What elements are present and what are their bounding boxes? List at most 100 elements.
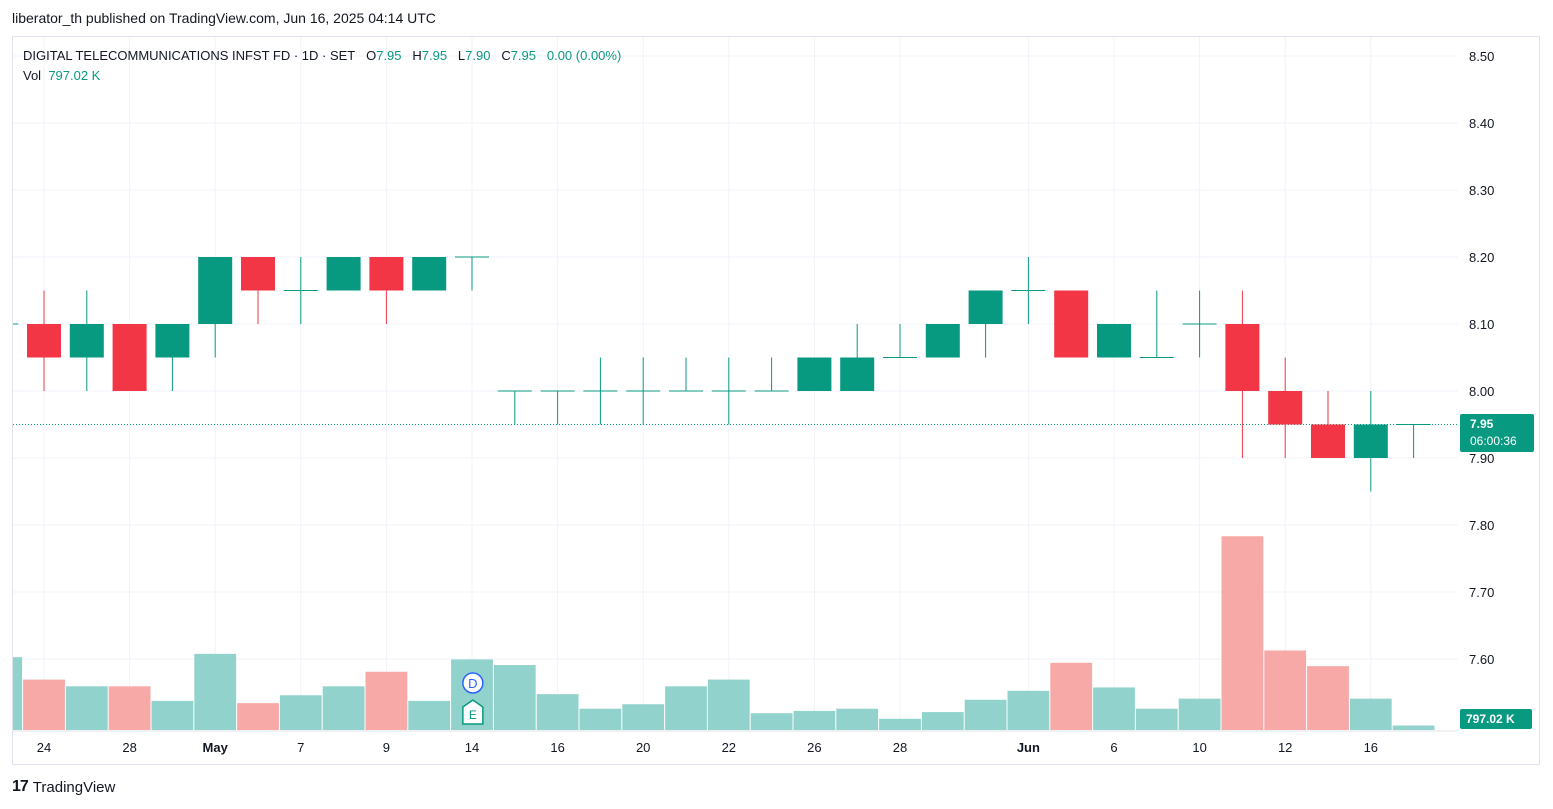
volume-bar — [622, 704, 665, 730]
earnings-letter: E — [469, 708, 477, 722]
published-header: liberator_th published on TradingView.co… — [12, 10, 436, 26]
price-tick-label: 8.40 — [1469, 116, 1494, 131]
volume-label: Vol — [23, 68, 42, 83]
volume-bar — [1178, 698, 1221, 730]
candle-body — [1268, 391, 1303, 425]
change-value: 0.00 (0.00%) — [546, 48, 622, 63]
dividend-circle — [462, 672, 484, 694]
brand-name: TradingView — [32, 778, 116, 796]
time-tick-label: 20 — [636, 740, 650, 755]
open-label: O — [366, 48, 377, 63]
volume-bar — [793, 710, 836, 730]
price-axis[interactable]: 8.50 8.40 8.30 8.20 8.10 8.00 7.90 7.80 7.70 7.60 — [1469, 49, 1494, 667]
high-label: H — [412, 48, 422, 63]
time-tick-label: 14 — [465, 740, 479, 755]
chart-legend: DIGITAL TELECOMMUNICATIONS INFST FD · 1D… — [23, 46, 621, 86]
time-tick-label: 6 — [1110, 740, 1117, 755]
candle-body — [27, 324, 61, 358]
candle-body — [198, 257, 233, 324]
price-tick-label: 7.60 — [1469, 652, 1494, 667]
volume-bar — [322, 686, 365, 730]
time-tick-label: May — [203, 740, 229, 755]
high-value: 7.95 — [421, 48, 448, 63]
volume-bar — [237, 703, 279, 730]
low-value: 7.90 — [465, 48, 491, 63]
tradingview-logo-icon: 17 — [12, 778, 29, 795]
candle-body — [155, 324, 190, 358]
price-tick-label: 8.00 — [1469, 384, 1494, 399]
low-label: L — [457, 48, 466, 63]
volume-bar — [408, 700, 451, 730]
volume-bar — [836, 708, 879, 730]
symbol-name[interactable]: DIGITAL TELECOMMUNICATIONS INFST FD · 1D… — [23, 48, 356, 63]
price-tick-label: 8.10 — [1469, 317, 1494, 332]
volume-value: 797.02 K — [48, 68, 101, 83]
open-value: 7.95 — [376, 48, 402, 63]
volume-bar — [750, 713, 793, 730]
ohlc-line: DIGITAL TELECOMMUNICATIONS INFST FD · 1D… — [23, 46, 621, 66]
event-markers: DE — [462, 672, 484, 725]
time-tick-label: Jun — [1017, 740, 1040, 755]
volume-tag: 797.02 K — [1460, 709, 1532, 729]
time-tick-label: 16 — [550, 740, 564, 755]
volume-bar — [964, 699, 1007, 730]
price-tick-label: 7.70 — [1469, 585, 1494, 600]
candle-body — [412, 257, 447, 291]
brand-footer[interactable]: 17 TradingView — [12, 778, 115, 796]
volume-bar — [279, 695, 322, 730]
volume-bar — [65, 686, 108, 730]
volume-bar — [194, 653, 237, 730]
price-tick-label: 8.30 — [1469, 183, 1494, 198]
candle-body — [797, 357, 832, 391]
volume-bar — [1264, 650, 1307, 730]
volume-bar — [1392, 725, 1435, 730]
price-tick-label: 8.50 — [1469, 49, 1494, 64]
volume-bar — [579, 708, 622, 730]
candle-body — [925, 324, 960, 358]
volume-bar — [13, 657, 23, 730]
time-tick-label: 22 — [722, 740, 736, 755]
volume-bar — [1093, 687, 1135, 730]
volume-bar — [1050, 662, 1093, 730]
last-price-value: 7.95 — [1470, 417, 1494, 431]
time-tick-label: 24 — [37, 740, 51, 755]
earnings-marker: E — [462, 699, 484, 725]
time-axis[interactable]: 24 28 May 7 9 14 16 20 22 26 28 Jun 6 10 12 16 — [37, 740, 1378, 755]
volume-bar — [665, 686, 707, 730]
candle-body — [112, 324, 147, 391]
time-tick-label: 28 — [122, 740, 136, 755]
price-tick-label: 7.90 — [1469, 451, 1494, 466]
dividend-marker: D — [462, 672, 484, 694]
candle-body — [326, 257, 361, 291]
volume-bar — [493, 665, 536, 730]
volume-bar — [1007, 690, 1050, 730]
close-label: C — [501, 48, 511, 63]
volume-bar — [23, 679, 65, 730]
volume-line: Vol 797.02 K — [23, 66, 621, 86]
candle-body — [1225, 324, 1260, 391]
price-tick-label: 7.80 — [1469, 518, 1494, 533]
candle-body — [840, 357, 875, 391]
time-tick-label: 26 — [807, 740, 821, 755]
time-tick-label: 7 — [297, 740, 304, 755]
time-tick-label: 10 — [1192, 740, 1206, 755]
volume-bars — [13, 536, 1435, 730]
time-tick-label: 28 — [893, 740, 907, 755]
volume-bar — [1135, 708, 1178, 730]
candle-body — [1054, 290, 1089, 358]
time-tick-label: 12 — [1278, 740, 1292, 755]
candles — [13, 256, 1431, 492]
volume-bar — [1349, 698, 1392, 730]
volume-bar — [1307, 666, 1349, 730]
volume-bar — [365, 671, 408, 730]
volume-bar — [921, 712, 964, 730]
candle-body — [1311, 424, 1345, 458]
last-price-tag: 7.95 06:00:36 — [1460, 414, 1534, 452]
volume-bar — [879, 718, 921, 730]
chart-frame — [12, 36, 1540, 765]
candle-body — [69, 324, 104, 358]
time-tick-label: 16 — [1364, 740, 1378, 755]
volume-bar — [108, 686, 151, 730]
volume-bar — [536, 694, 579, 730]
